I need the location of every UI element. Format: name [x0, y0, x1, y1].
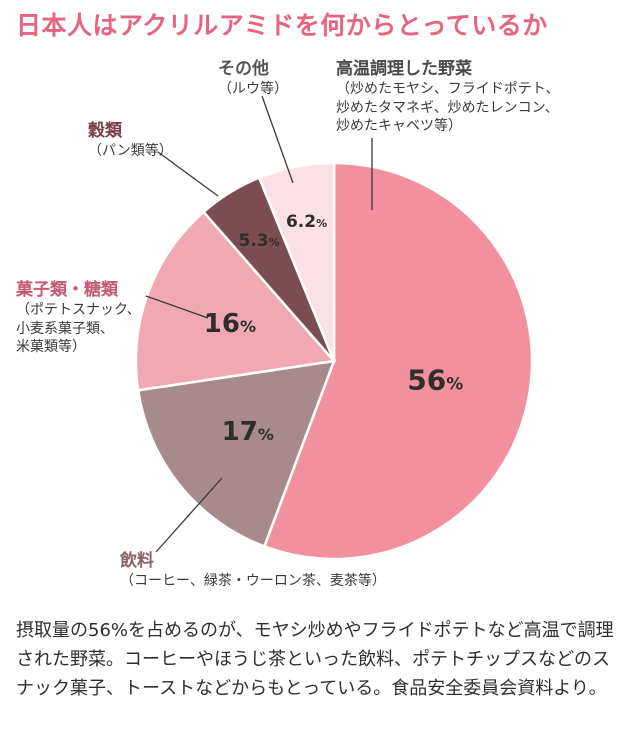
leader-line-grain: [157, 151, 219, 197]
leader-line-other: [261, 95, 294, 184]
label-grain: 穀類 （パン類等）: [88, 120, 173, 161]
value-label-drink: 17%: [222, 417, 274, 447]
label-veg: 高温調理した野菜 （炒めたモヤシ、フライドポテト、 炒めたタマネギ、炒めたレンコ…: [336, 58, 559, 136]
value-label-veg: 56%: [407, 363, 463, 396]
label-veg-name: 高温調理した野菜: [336, 59, 472, 79]
label-veg-detail-1: （炒めたモヤシ、フライドポテト、: [336, 81, 560, 98]
leader-line-drink: [155, 477, 223, 553]
label-drink: 飲料 （コーヒー、緑茶・ウーロン茶、麦茶等）: [120, 550, 386, 591]
label-veg-detail-2: 炒めたタマネギ、炒めたレンコン、: [336, 99, 559, 116]
label-snack-name: 菓子類・糖類: [16, 280, 118, 300]
label-other-name: その他: [218, 59, 269, 79]
label-drink-detail: （コーヒー、緑茶・ウーロン茶、麦茶等）: [120, 573, 386, 590]
value-label-other: 6.2%: [286, 212, 327, 232]
chart-title: 日本人はアクリルアミドを何からとっているか: [16, 11, 548, 40]
label-grain-name: 穀類: [88, 121, 122, 141]
pie-slice-veg: [262, 161, 534, 561]
pie-slice-other: [257, 161, 336, 362]
label-drink-name: 飲料: [120, 551, 154, 571]
pie-chart: 56% 17% 16% 5.3% 6.2%: [134, 95, 534, 561]
label-snack-detail-1: （ポテトスナック、: [16, 302, 141, 319]
value-label-snack: 16%: [204, 309, 256, 339]
value-label-grain: 5.3%: [239, 231, 280, 251]
pie-slice-drink: [136, 359, 336, 548]
caption-text: 摂取量の56%を占めるのが、モヤシ炒めやフライドポテトなど高温で調理された野菜。…: [16, 620, 614, 700]
pie-slice-snack: [134, 210, 337, 392]
label-snack-detail-2: 小麦系菓子類、: [16, 320, 114, 337]
label-other: その他 （ルウ等）: [218, 58, 288, 99]
label-other-detail: （ルウ等）: [218, 81, 288, 98]
label-snack-detail-3: 米菓類等）: [16, 339, 86, 356]
leader-line-snack: [145, 295, 209, 319]
label-grain-detail: （パン類等）: [88, 143, 173, 160]
label-veg-detail-3: 炒めたキャベツ等）: [336, 118, 462, 135]
label-snack: 菓子類・糖類 （ポテトスナック、 小麦系菓子類、 米菓類等）: [16, 279, 141, 357]
